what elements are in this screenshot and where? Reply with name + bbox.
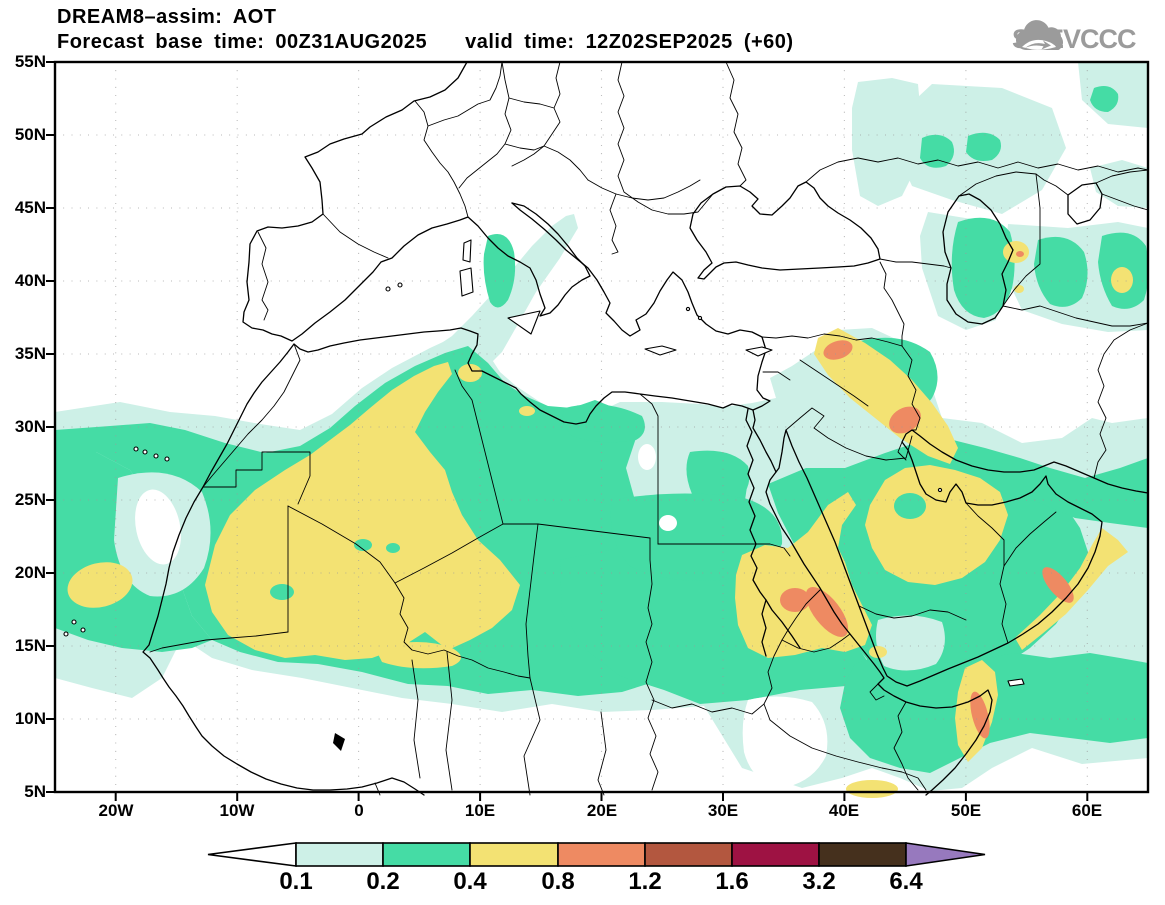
- page-title: DREAM8–assim: AOT: [57, 6, 277, 28]
- islands: [63, 239, 1025, 751]
- lat-tick-label: 15N: [14, 636, 46, 655]
- colorbar-label: 1.6: [715, 868, 749, 895]
- colorbar-left-arrow: [207, 842, 297, 867]
- lat-tick-label: 55N: [14, 52, 46, 71]
- colorbar-label: 1.2: [628, 868, 662, 895]
- valid-label: valid time:: [465, 31, 575, 53]
- forecast-base-time: 00Z31AUG2025: [275, 31, 428, 53]
- cloud-arrow-icon: [1015, 20, 1064, 51]
- lon-tick-label: 20W: [98, 801, 134, 820]
- lon-tick-label: 0: [354, 801, 364, 820]
- colorbar-label: 0.1: [279, 868, 313, 895]
- lon-tick-label: 10E: [464, 801, 496, 820]
- aot-holes: [114, 444, 945, 788]
- coastlines: [142, 61, 1149, 796]
- lon-tick-label: 40E: [828, 801, 860, 820]
- lon-tick-label: 30E: [707, 801, 739, 820]
- colorbar-label: 0.8: [541, 868, 575, 895]
- lat-tick-label: 25N: [14, 490, 46, 509]
- lat-tick-label: 35N: [14, 344, 46, 363]
- colorbar: [207, 842, 986, 867]
- subtitle: Forecast base time: 00Z31AUG2025 valid ti…: [57, 31, 794, 54]
- lon-tick-label: 10W: [219, 801, 255, 820]
- forecast-label: Forecast base time:: [57, 31, 265, 53]
- lon-tick-label: 50E: [950, 801, 982, 820]
- lon-tick-label: 60E: [1071, 801, 1103, 820]
- lat-tick-label: 20N: [14, 563, 46, 582]
- colorbar-label: 3.2: [802, 868, 836, 895]
- colorbar-label: 6.4: [889, 868, 923, 895]
- map-frame: [46, 60, 1150, 801]
- lon-tick-label: 20E: [586, 801, 618, 820]
- lat-tick-label: 10N: [14, 709, 46, 728]
- valid-time: 12Z02SEP2025 (+60): [585, 31, 794, 53]
- lat-tick-label: 30N: [14, 417, 46, 436]
- colorbar-label: 0.2: [366, 868, 400, 895]
- lat-tick-label: 50N: [14, 125, 46, 144]
- colorbar-right-arrow: [905, 842, 986, 867]
- colorbar-label: 0.4: [453, 868, 487, 895]
- lat-tick-label: 5N: [24, 782, 46, 801]
- seevccc-logo: SEEVCCC: [1012, 16, 1158, 62]
- aot-fill-0.8: [780, 251, 1074, 739]
- country-borders: [149, 61, 1149, 796]
- lat-tick-label: 45N: [14, 198, 46, 217]
- lat-tick-label: 40N: [14, 271, 46, 290]
